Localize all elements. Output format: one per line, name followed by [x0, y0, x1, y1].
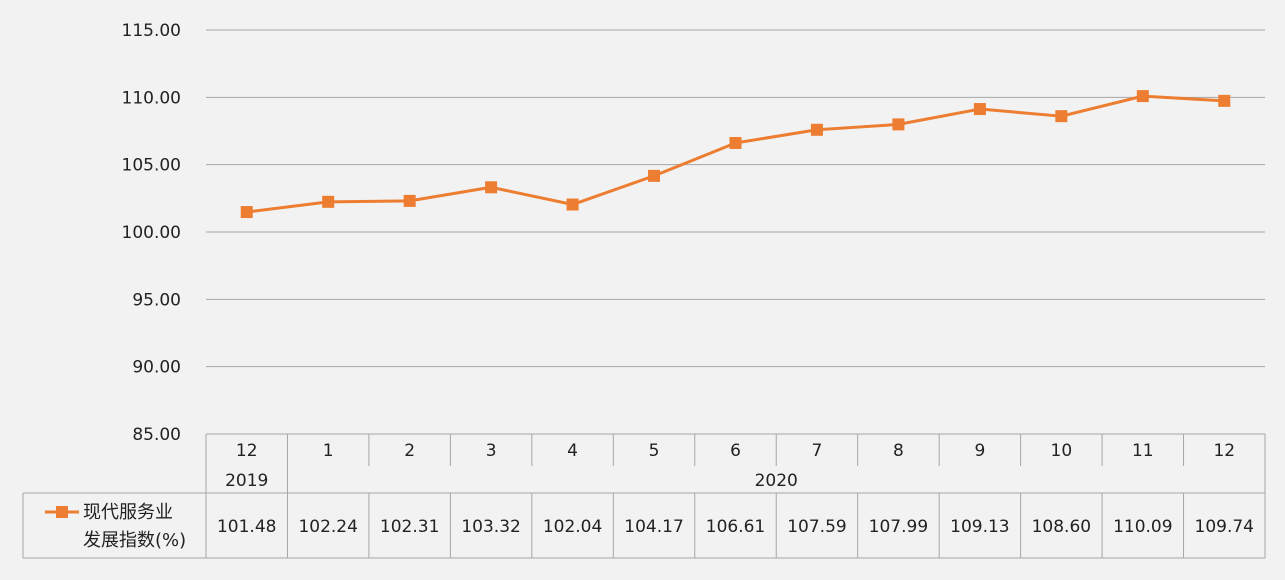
y-tick-label: 85.00 [132, 425, 181, 445]
month-label: 6 [730, 441, 741, 461]
month-label: 12 [1213, 441, 1235, 461]
y-axis: 115.00 110.00 105.00 100.00 95.00 90.00 85.00 [122, 21, 181, 445]
y-tick-label: 90.00 [132, 358, 181, 378]
month-label: 3 [486, 441, 497, 461]
year-label: 2019 [225, 471, 268, 491]
data-point-marker [1218, 94, 1231, 107]
data-value-label: 108.60 [1032, 517, 1091, 537]
data-point-marker [648, 169, 661, 182]
legend-label-line1: 现代服务业 [83, 502, 173, 523]
gridlines [206, 29, 1265, 368]
data-value-label: 107.99 [869, 517, 928, 537]
data-value-label: 103.32 [461, 517, 520, 537]
month-label: 2 [404, 441, 415, 461]
y-tick-label: 110.00 [122, 88, 181, 108]
data-value-label: 102.04 [543, 517, 602, 537]
year-label: 2020 [755, 471, 798, 491]
data-point-marker [403, 194, 416, 207]
data-point-marker [566, 198, 579, 211]
data-table: 12 101.48 1 102.24 2 102.31 3 103.32 4 102.04 5 104… [22, 433, 1266, 559]
month-label: 5 [649, 441, 660, 461]
data-point-marker [322, 195, 335, 208]
data-value-label: 102.24 [298, 517, 357, 537]
data-value-label: 104.17 [624, 517, 683, 537]
y-tick-label: 95.00 [132, 290, 181, 310]
legend: 现代服务业 发展指数(%) [45, 502, 186, 551]
y-tick-label: 100.00 [122, 223, 181, 243]
data-value-label: 101.48 [217, 517, 276, 537]
data-point-marker [729, 136, 742, 149]
month-label: 11 [1132, 441, 1154, 461]
data-value-label: 106.61 [706, 517, 765, 537]
month-label: 8 [893, 441, 904, 461]
month-label: 10 [1051, 441, 1073, 461]
series-line-path [246, 94, 1225, 214]
data-value-label: 110.09 [1113, 517, 1172, 537]
data-point-marker [485, 181, 498, 194]
data-value-label: 102.31 [380, 517, 439, 537]
data-value-label: 107.59 [787, 517, 846, 537]
month-label: 1 [323, 441, 334, 461]
series-line [240, 90, 1231, 219]
y-tick-label: 115.00 [122, 21, 181, 41]
data-point-marker [892, 118, 905, 131]
month-label: 12 [236, 441, 258, 461]
legend-label-line2: 发展指数(%) [83, 530, 186, 551]
data-point-marker [240, 206, 253, 219]
data-value-label: 109.74 [1195, 517, 1254, 537]
month-label: 7 [812, 441, 823, 461]
month-label: 4 [567, 441, 578, 461]
data-value-label: 109.13 [950, 517, 1009, 537]
y-tick-label: 105.00 [122, 156, 181, 176]
data-point-marker [973, 103, 986, 116]
data-point-marker [1055, 110, 1068, 123]
data-point-marker [810, 123, 823, 136]
legend-marker-swatch [56, 506, 68, 518]
month-label: 9 [974, 441, 985, 461]
data-point-marker [1136, 90, 1149, 103]
